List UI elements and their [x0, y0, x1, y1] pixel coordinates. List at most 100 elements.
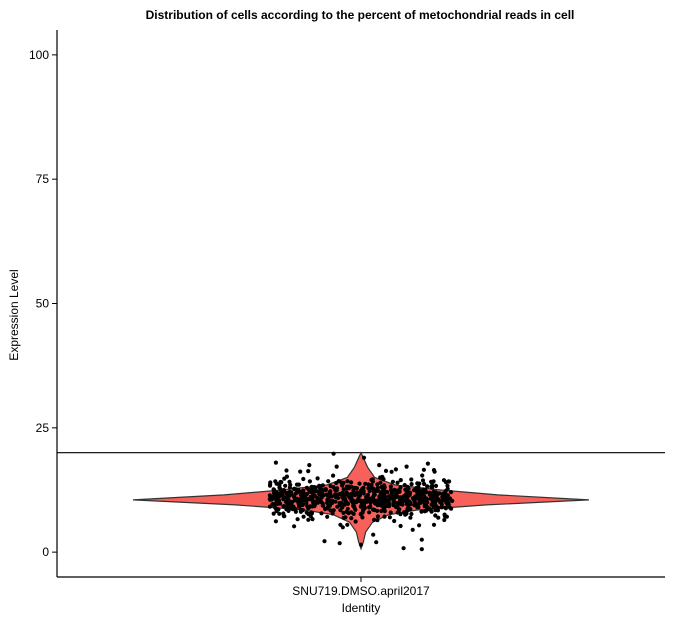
data-point: [375, 488, 381, 493]
data-point: [339, 491, 345, 496]
data-point: [294, 482, 300, 487]
data-point: [397, 507, 402, 512]
data-point: [301, 476, 306, 482]
data-point: [300, 508, 305, 513]
data-point: [327, 489, 332, 495]
data-point: [317, 491, 322, 497]
data-point: [345, 522, 350, 527]
data-point: [292, 524, 297, 529]
data-point: [291, 486, 297, 491]
data-point: [343, 515, 348, 520]
data-point: [431, 522, 437, 527]
data-point: [286, 508, 291, 513]
data-point: [360, 508, 366, 513]
data-point: [363, 481, 368, 486]
y-tick-label: 100: [29, 48, 49, 62]
data-point: [402, 483, 407, 488]
data-point: [364, 498, 369, 503]
data-point: [375, 518, 380, 523]
data-point: [307, 479, 312, 484]
data-point: [400, 502, 405, 507]
data-point: [381, 477, 386, 482]
y-axis-label: Expression Level: [7, 269, 21, 360]
data-point: [415, 487, 420, 492]
data-point: [295, 517, 300, 522]
data-point: [343, 498, 348, 503]
data-point: [340, 525, 345, 530]
data-point: [387, 515, 392, 520]
data-point: [307, 463, 312, 468]
data-point: [360, 499, 365, 504]
data-point: [394, 488, 400, 493]
data-point: [394, 491, 399, 496]
data-point: [370, 477, 375, 482]
data-point: [379, 484, 384, 490]
chart-title: Distribution of cells according to the p…: [145, 8, 575, 22]
data-point: [367, 505, 372, 510]
data-point: [395, 480, 400, 485]
data-point: [436, 497, 441, 502]
data-point: [279, 480, 284, 485]
data-point: [344, 509, 349, 514]
data-point: [419, 547, 424, 552]
data-point: [442, 517, 447, 523]
data-point: [372, 517, 377, 523]
data-point: [284, 490, 289, 496]
data-point: [333, 499, 338, 504]
data-point: [358, 504, 363, 509]
data-point: [372, 492, 377, 497]
data-point: [446, 500, 451, 505]
data-point: [353, 507, 358, 512]
data-point: [430, 494, 435, 499]
data-point: [418, 500, 423, 505]
data-point: [345, 479, 350, 484]
data-point: [368, 500, 373, 505]
data-point: [331, 484, 336, 490]
data-point: [311, 489, 317, 494]
data-point: [440, 505, 445, 510]
data-point: [389, 496, 395, 501]
data-point: [321, 493, 326, 498]
data-point: [346, 492, 351, 497]
data-point: [331, 451, 336, 456]
data-point: [445, 483, 450, 488]
data-point: [434, 494, 439, 499]
data-point: [398, 478, 403, 483]
data-point: [308, 494, 313, 499]
data-point: [299, 500, 304, 505]
data-point: [422, 502, 427, 507]
data-point: [271, 511, 276, 516]
data-point: [419, 537, 424, 542]
data-point: [361, 491, 366, 496]
data-point: [331, 508, 336, 513]
data-point: [304, 497, 310, 502]
data-point: [281, 511, 286, 516]
data-point: [371, 532, 376, 537]
data-point: [320, 483, 325, 488]
data-point: [377, 463, 382, 468]
data-point: [393, 495, 398, 500]
data-point: [369, 485, 374, 490]
data-point: [382, 509, 387, 514]
data-point: [282, 476, 287, 481]
data-point: [335, 486, 340, 491]
data-point: [425, 461, 430, 466]
data-point: [310, 517, 315, 522]
data-point: [391, 503, 396, 508]
data-point: [352, 504, 357, 509]
data-point: [355, 497, 360, 502]
data-point: [420, 473, 425, 478]
data-point: [367, 510, 372, 515]
data-point: [366, 486, 371, 491]
data-point: [447, 505, 453, 510]
data-point: [382, 514, 387, 519]
data-point: [433, 513, 438, 518]
data-point: [374, 540, 379, 545]
data-point: [349, 516, 354, 521]
data-point: [268, 480, 273, 485]
data-point: [420, 495, 425, 500]
x-axis-label: Identity: [342, 601, 381, 615]
data-point: [443, 488, 448, 493]
data-point: [296, 487, 301, 492]
